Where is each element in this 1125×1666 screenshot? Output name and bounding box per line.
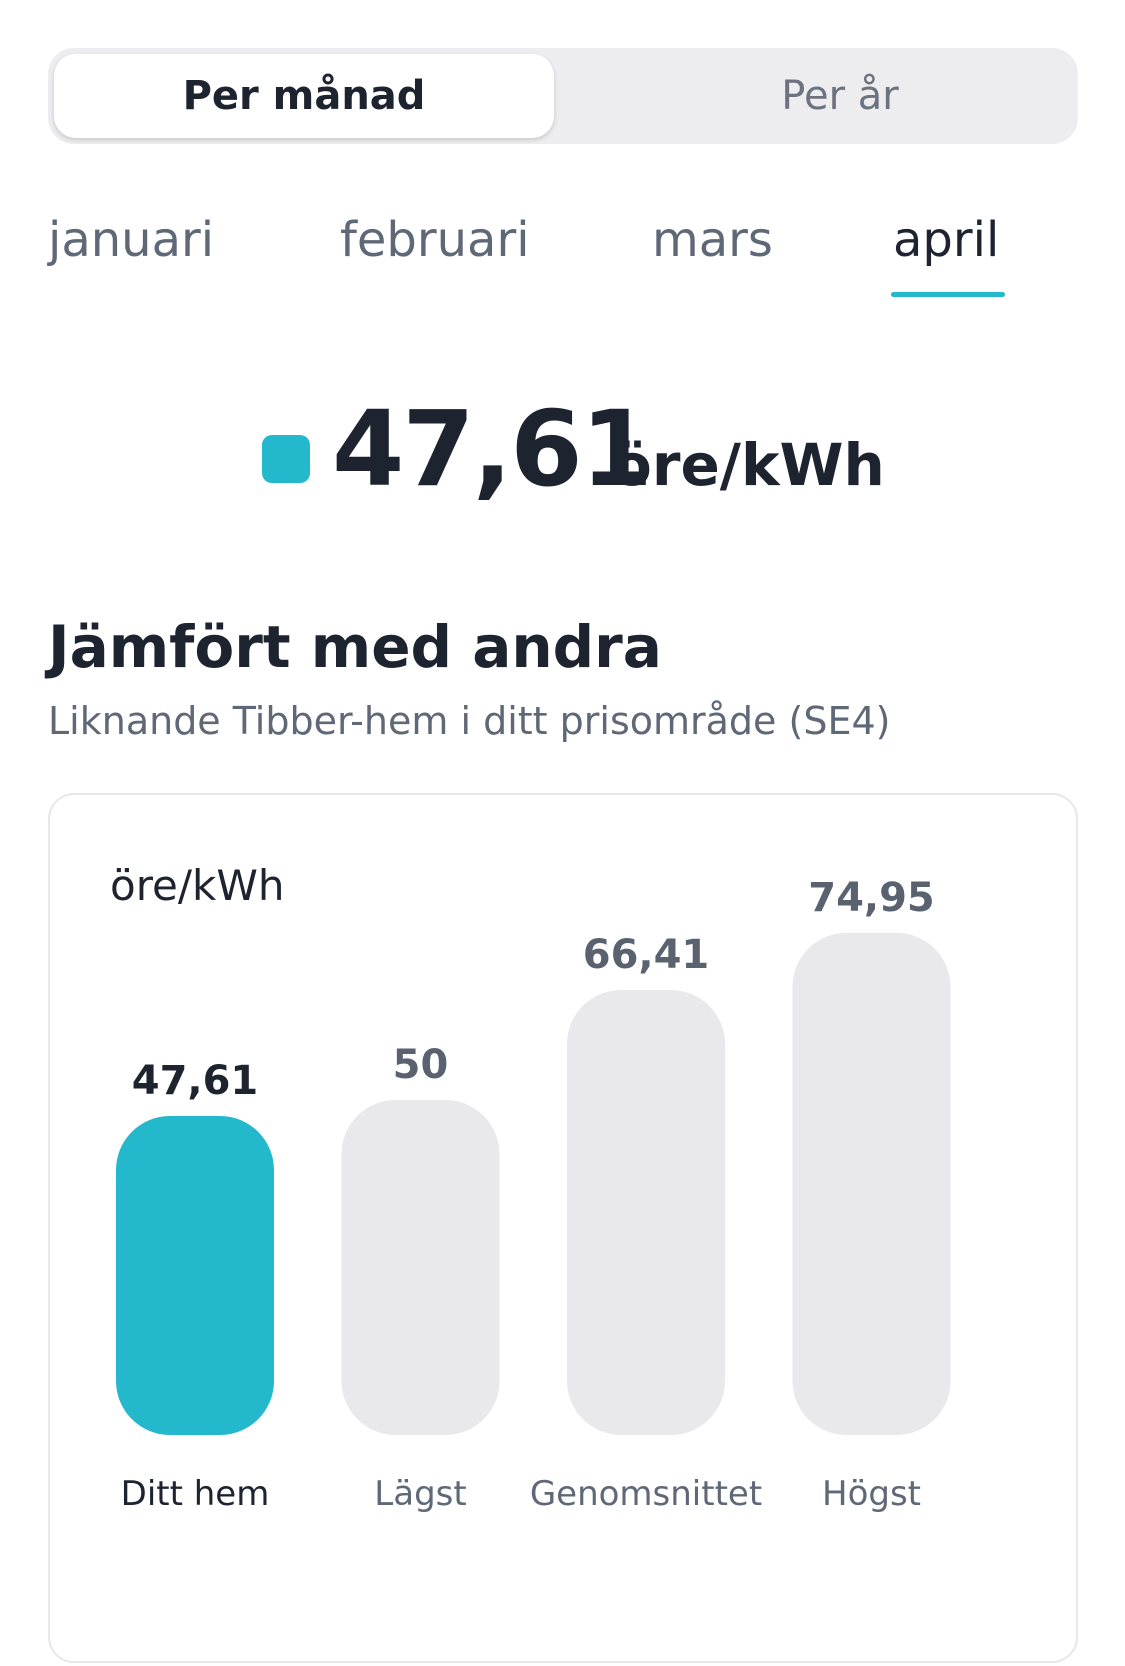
active-tab-indicator [891,292,1005,297]
category-label: Lägst [374,1474,466,1514]
comparison-chart-card: öre/kWh 47,61 Ditt hem 50 Lägst 66,41 Genomsn… [48,793,1078,1663]
category-label: Genomsnittet [530,1474,762,1514]
bar-ditt-hem [116,1116,274,1435]
tab-januari[interactable]: januari [48,212,215,268]
legend-swatch [262,435,310,483]
tab-april[interactable]: april [893,212,1000,268]
chart-unit-label: öre/kWh [110,861,285,910]
category-label: Högst [822,1474,921,1514]
bar-value-label: 47,61 [132,1058,259,1104]
bar-value-label: 74,95 [808,875,935,921]
bar-genomsnittet [567,990,725,1435]
bar-value-label: 50 [393,1042,449,1088]
bar-h-gst [792,932,951,1435]
category-label: Ditt hem [121,1474,270,1514]
tab-mars[interactable]: mars [652,212,773,268]
period-toggle: Per månad Per år [48,48,1078,144]
price-summary: 47,61 öre/kWh [0,395,1125,515]
price-unit: öre/kWh [612,431,885,499]
month-tabs: januari februari mars april [0,210,1125,300]
comparison-title: Jämfört med andra [48,613,662,681]
bar-l-gst [341,1100,500,1435]
bar-value-label: 66,41 [583,932,710,978]
comparison-subtitle: Liknande Tibber-hem i ditt prisområde (S… [48,699,891,743]
per-year-toggle[interactable]: Per år [781,73,899,119]
tab-februari[interactable]: februari [340,212,530,268]
price-value: 47,61 [332,388,653,510]
comparison-bar-chart: 47,61 Ditt hem 50 Lägst 66,41 Genomsnittet 74,… [116,875,951,1514]
per-month-toggle[interactable]: Per månad [54,54,554,138]
